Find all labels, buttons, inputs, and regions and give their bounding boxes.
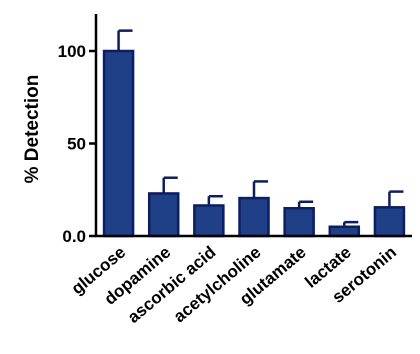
y-tick-label: 0.0 xyxy=(62,227,86,246)
bar xyxy=(147,192,180,238)
y-tick-label: 100 xyxy=(58,42,86,61)
bars xyxy=(102,29,406,238)
y-tick-label: 50 xyxy=(67,135,86,154)
bar xyxy=(283,207,315,238)
bar xyxy=(102,49,135,238)
bar xyxy=(328,225,361,238)
axes xyxy=(94,14,412,238)
bar xyxy=(193,204,225,238)
y-axis-ticks: 0.0 50 100 xyxy=(58,42,96,246)
bar xyxy=(238,196,270,238)
y-axis-title: % Detection xyxy=(22,75,43,184)
bar xyxy=(373,206,406,238)
